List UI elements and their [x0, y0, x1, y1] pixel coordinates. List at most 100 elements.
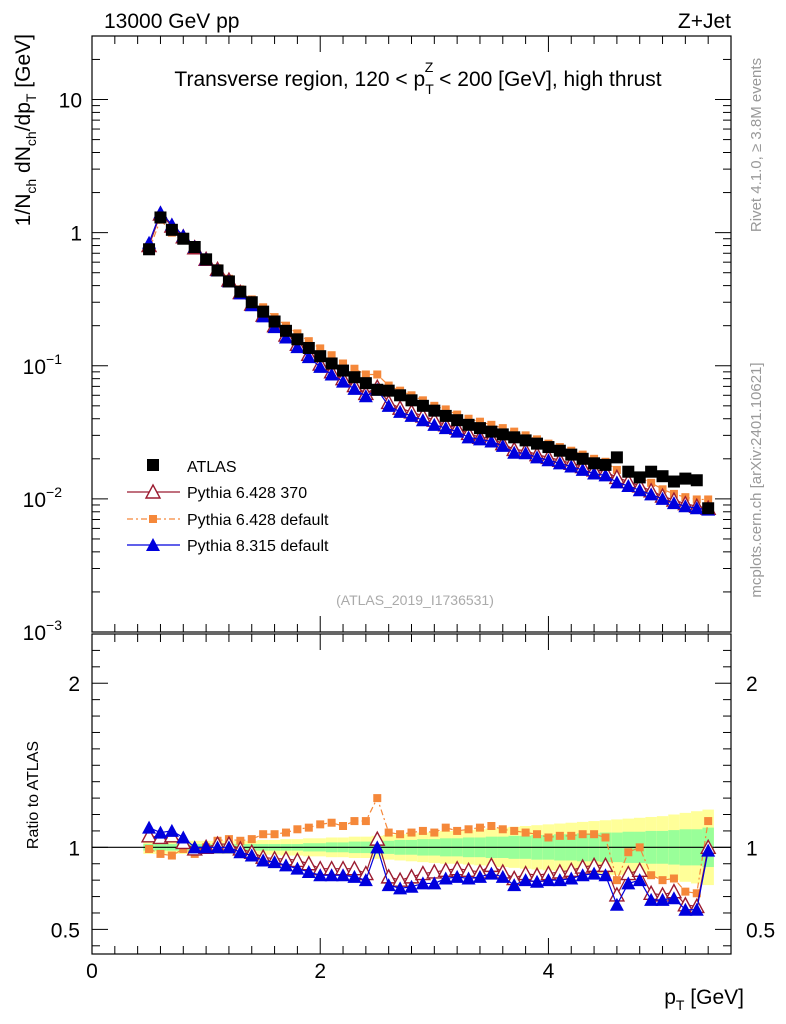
ratio-point: [358, 873, 373, 887]
data-point: [599, 458, 612, 471]
ratio-point: [313, 868, 328, 882]
data-point: [327, 351, 336, 360]
data-point: [336, 374, 351, 388]
ratio-series-pythia-8-315-default: [142, 820, 716, 916]
data-point: [222, 275, 235, 288]
ratio-point: [142, 820, 157, 834]
ratio-point: [564, 871, 579, 885]
main-frame: [91, 35, 732, 633]
data-point: [588, 457, 601, 470]
data-point: [575, 462, 590, 476]
ratio-point: [521, 828, 530, 837]
ratio-point: [601, 833, 610, 842]
ratio-point: [533, 830, 542, 839]
header-left: 13000 GeV pp: [104, 10, 239, 33]
ratio-point: [140, 827, 158, 843]
data-point: [301, 350, 316, 364]
data-point: [656, 470, 669, 483]
ratio-ylabel: Ratio to ATLAS: [25, 741, 42, 849]
ratio-point: [339, 822, 348, 830]
ratio-point: [404, 879, 419, 893]
data-point: [348, 371, 361, 384]
data-point: [268, 315, 281, 328]
main-series: [140, 205, 717, 516]
ratio-point: [256, 853, 271, 867]
ratio-point: [145, 844, 154, 853]
ratio-point: [555, 831, 564, 840]
ylabel-b: dN: [12, 146, 35, 179]
ratio-point: [518, 873, 533, 887]
ratio-y-tick-label-right: 0.5: [746, 919, 775, 942]
rivet-label: Rivet 4.1.0, ≥ 3.8M events: [748, 58, 765, 232]
ratio-point: [666, 891, 681, 905]
data-point: [439, 409, 452, 422]
legend-item-atlas: ATLAS: [147, 459, 237, 476]
data-point: [405, 394, 418, 407]
ratio-point: [647, 871, 656, 880]
title-sup: Z: [425, 59, 434, 75]
ratio-point: [176, 830, 191, 844]
ratio-point: [567, 831, 576, 840]
ratio-point: [199, 840, 214, 854]
data-point: [394, 389, 407, 402]
x-tick-label: 4: [543, 960, 555, 983]
ratio-point: [510, 826, 519, 835]
ratio-point: [347, 869, 362, 883]
ratio-point: [415, 876, 430, 890]
data-point: [704, 495, 713, 504]
ratio-point: [233, 845, 248, 859]
data-point: [519, 434, 532, 447]
ratio-point: [587, 866, 602, 880]
data-point: [438, 421, 453, 435]
ratio-point: [578, 830, 587, 839]
data-point: [451, 414, 464, 427]
ratio-point: [598, 868, 613, 882]
ratio-y-tick-label: 0.5: [51, 919, 80, 942]
data-point: [530, 450, 545, 464]
y-tick-label: 10−1: [23, 351, 63, 379]
data-point: [541, 453, 556, 467]
header-right: Z+Jet: [678, 10, 731, 33]
watermark: (ATLAS_2019_I1736531): [336, 592, 494, 608]
data-point: [507, 445, 522, 459]
ratio-point: [475, 823, 484, 832]
y-tick-label-exp: −2: [46, 484, 62, 500]
ratio-point: [655, 892, 670, 906]
ratio-point: [632, 873, 647, 887]
data-point: [679, 472, 692, 485]
legend-item-pythia6-default: Pythia 6.428 default: [127, 512, 329, 529]
y-tick-label-exp: −1: [46, 351, 62, 367]
ratio-point: [441, 823, 450, 832]
ratio-point: [609, 897, 624, 911]
y-tick-label: 10−3: [23, 617, 63, 645]
ratio-x-ticks: 0 2 4: [86, 634, 732, 983]
data-point: [496, 428, 509, 441]
y-tick-label: 10−2: [23, 484, 63, 512]
data-point: [154, 211, 167, 224]
xlabel-pre: p: [664, 986, 676, 1009]
legend-label-atlas: ATLAS: [187, 459, 237, 476]
series-atlas: [143, 211, 715, 515]
data-point: [371, 383, 384, 396]
ratio-frame: [91, 633, 732, 955]
ratio-point: [590, 830, 599, 839]
data-point: [324, 367, 339, 381]
ratio-point: [487, 822, 496, 830]
xlabel-post: [GeV]: [684, 986, 744, 1009]
ratio-point: [635, 843, 644, 852]
data-point: [143, 243, 156, 256]
data-point: [381, 398, 396, 412]
ratio-point: [259, 830, 268, 839]
data-point: [302, 341, 315, 354]
ratio-point: [669, 874, 678, 883]
ratio-point: [153, 825, 168, 839]
ratio-point: [621, 876, 636, 890]
ratio-point: [472, 869, 487, 883]
data-point: [450, 424, 465, 438]
ratio-point: [350, 817, 359, 826]
ratio-series: [140, 794, 717, 916]
data-point: [622, 465, 635, 478]
data-point: [428, 404, 441, 417]
ratio-point: [644, 892, 659, 906]
